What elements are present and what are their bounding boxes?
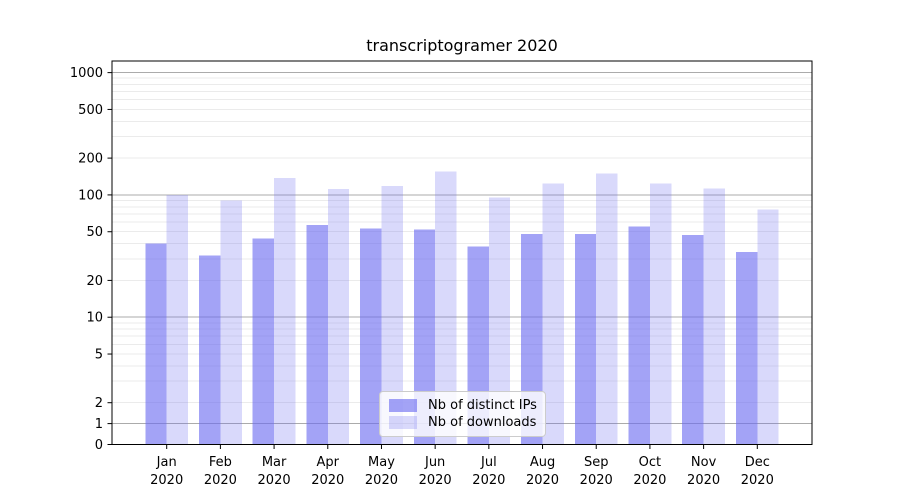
chart-title: transcriptogramer 2020: [366, 36, 558, 55]
x-tick-label-year: 2020: [472, 473, 505, 488]
x-tick-label-year: 2020: [150, 473, 183, 488]
bar-distinct-ips-nov: [682, 235, 704, 445]
bar-distinct-ips-dec: [735, 252, 758, 445]
axes-spines: [111, 60, 813, 445]
legend-label-downloads: Nb of downloads: [428, 415, 537, 430]
bar-distinct-ips-apr: [306, 224, 328, 445]
x-tick-label: Apr: [317, 455, 340, 470]
legend: Nb of distinct IPs Nb of downloads: [379, 391, 546, 437]
bar-downloads-jun: [435, 171, 457, 445]
y-tick-label: 1: [95, 417, 103, 432]
x-tick-label: May: [368, 455, 395, 470]
bar-downloads-jan: [166, 194, 189, 445]
x-tick-label-year: 2020: [633, 473, 666, 488]
bar-downloads-may: [381, 186, 403, 445]
y-tick-label: 100: [78, 188, 103, 203]
bar-distinct-ips-feb: [198, 255, 221, 445]
y-tick-label: 500: [78, 103, 103, 118]
y-tick-label: 200: [78, 152, 103, 167]
x-tick-label: Nov: [691, 455, 717, 470]
bar-downloads-dec: [757, 209, 779, 445]
x-tick-label: Jan: [156, 455, 177, 470]
y-tick-label: 10: [86, 311, 103, 326]
x-tick-label: Feb: [209, 455, 232, 470]
bar-distinct-ips-jan: [145, 243, 167, 445]
x-tick-label-year: 2020: [741, 473, 774, 488]
legend-swatch-distinct-ips-icon: [389, 399, 417, 412]
x-tick-label-year: 2020: [419, 473, 452, 488]
bar-downloads-jul: [488, 197, 511, 445]
y-tick-label: 50: [86, 225, 103, 240]
x-tick-label: Jun: [424, 455, 445, 470]
bar-downloads-sep: [596, 173, 618, 445]
y-tick-label: 2: [95, 396, 103, 411]
x-tick-label-year: 2020: [204, 473, 237, 488]
x-tick-label: Oct: [639, 455, 661, 470]
x-tick-label-year: 2020: [311, 473, 344, 488]
bar-downloads-nov: [703, 188, 726, 445]
y-tick-label: 1000: [70, 66, 103, 81]
y-tick-label: 20: [86, 274, 103, 289]
bar-distinct-ips-sep: [574, 233, 597, 445]
x-tick-label: Dec: [745, 455, 770, 470]
bar-downloads-feb: [220, 200, 242, 445]
x-tick-label: Mar: [262, 455, 287, 470]
y-tick-label: 0: [95, 438, 103, 453]
x-tick-label: Sep: [584, 455, 609, 470]
bar-downloads-apr: [327, 188, 350, 445]
legend-entry-downloads: Nb of downloads: [389, 415, 537, 430]
legend-entry-distinct-ips: Nb of distinct IPs: [389, 398, 537, 413]
bar-distinct-ips-oct: [628, 226, 650, 445]
x-tick-label-year: 2020: [526, 473, 559, 488]
bar-distinct-ips-mar: [252, 238, 275, 445]
bar-downloads-oct: [649, 183, 672, 445]
x-tick-label-year: 2020: [258, 473, 291, 488]
legend-swatch-downloads-icon: [389, 416, 417, 429]
bar-distinct-ips-may: [360, 228, 382, 445]
legend-label-distinct-ips: Nb of distinct IPs: [428, 398, 537, 413]
bar-downloads-mar: [274, 178, 296, 445]
x-tick-label: Aug: [530, 455, 555, 470]
bar-downloads-aug: [542, 183, 564, 445]
x-tick-label-year: 2020: [687, 473, 720, 488]
y-tick-label: 5: [95, 348, 103, 363]
x-tick-label: Jul: [480, 455, 497, 470]
x-tick-label-year: 2020: [580, 473, 613, 488]
bar-distinct-ips-jun: [413, 229, 436, 445]
x-tick-label-year: 2020: [365, 473, 398, 488]
